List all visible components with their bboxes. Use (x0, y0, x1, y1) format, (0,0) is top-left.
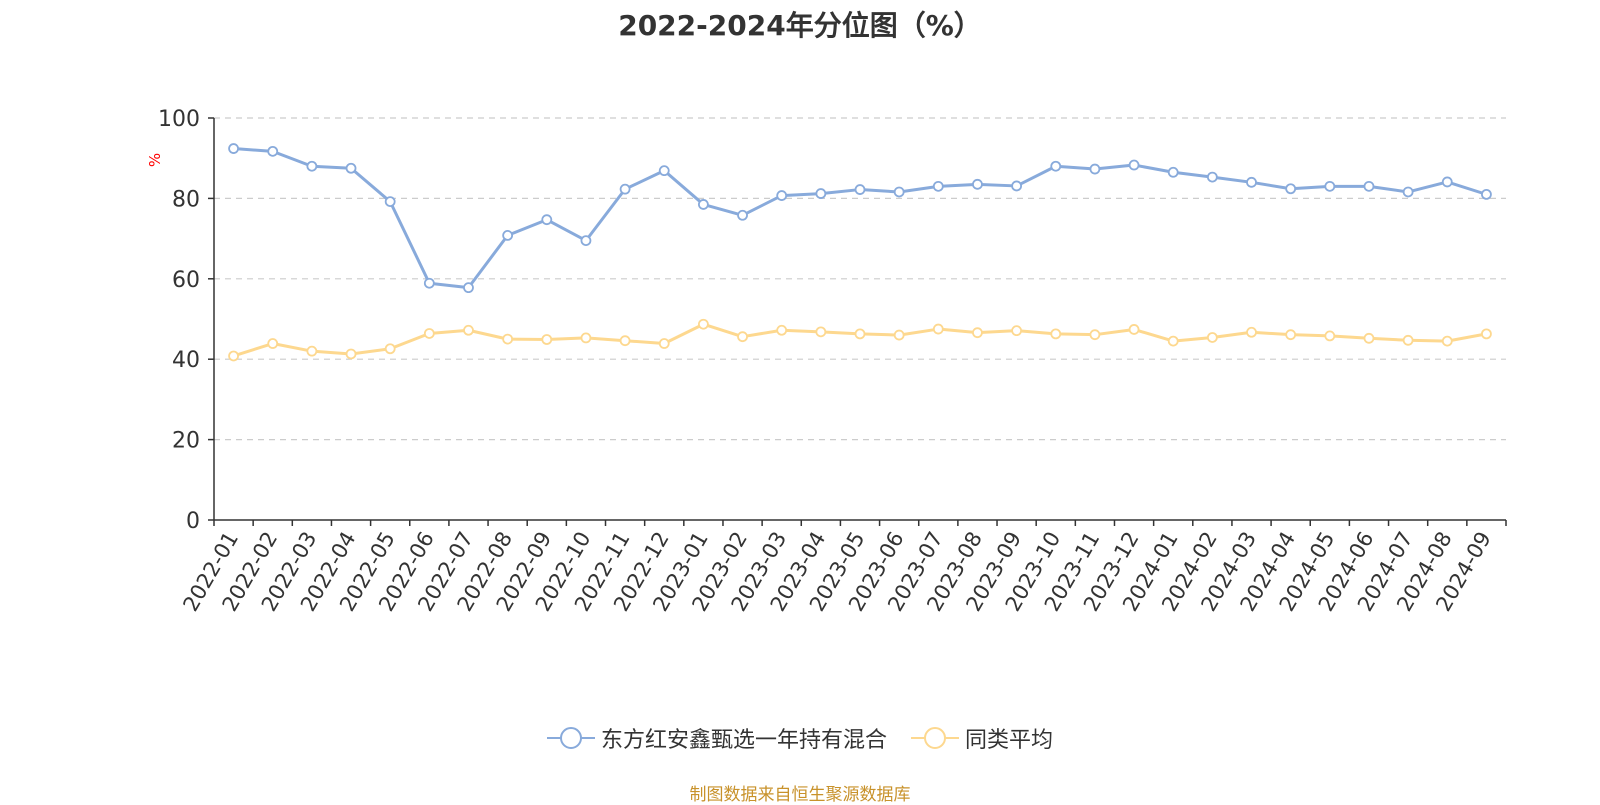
legend-item-series-2[interactable]: 同类平均 (911, 722, 1053, 754)
data-point-series-2 (815, 326, 827, 338)
data-point-series-1 (1481, 188, 1492, 200)
data-point-series-1 (776, 190, 788, 201)
data-point-series-1 (1206, 171, 1218, 183)
data-point-series-1 (423, 277, 435, 289)
data-point-series-1 (972, 178, 983, 190)
data-point-series-1 (697, 199, 709, 210)
data-point-series-2 (1402, 334, 1414, 346)
data-point-series-1 (384, 196, 396, 208)
y-tick-label: 60 (172, 268, 200, 293)
y-axis-label: % (146, 153, 164, 167)
data-point-series-1 (737, 209, 748, 221)
data-point-series-2 (1481, 328, 1492, 340)
data-point-series-1 (854, 184, 866, 195)
data-point-series-2 (1167, 335, 1179, 347)
chart-title: 2022-2024年分位图（%） (618, 9, 982, 42)
data-point-series-2 (893, 329, 905, 341)
data-point-series-1 (1089, 163, 1101, 175)
data-point-series-2 (972, 327, 983, 339)
data-point-series-1 (1363, 180, 1375, 192)
data-point-series-2 (776, 324, 788, 336)
data-point-series-1 (1011, 180, 1023, 192)
data-point-series-2 (1246, 326, 1257, 338)
data-point-series-2 (1011, 325, 1023, 337)
data-point-series-2 (1363, 332, 1375, 344)
legend-item-series-1[interactable]: 东方红安鑫甄选一年持有混合 (546, 722, 887, 754)
data-point-series-1 (1167, 166, 1179, 178)
data-point-series-1 (306, 160, 318, 172)
data-point-series-2 (737, 331, 748, 343)
data-point-series-2 (1206, 332, 1218, 343)
data-point-series-1 (1246, 176, 1257, 188)
data-point-series-1 (619, 183, 631, 195)
data-point-series-2 (228, 350, 239, 362)
data-point-series-1 (1050, 160, 1062, 172)
legend-label-series-2: 同类平均 (965, 728, 1054, 753)
legend-label-series-1: 东方红安鑫甄选一年持有混合 (600, 728, 887, 753)
data-point-series-1 (228, 143, 239, 154)
y-tick-label: 0 (186, 509, 200, 534)
data-point-series-2 (658, 338, 670, 349)
data-point-series-1 (658, 165, 670, 177)
data-point-series-2 (1441, 335, 1453, 347)
data-point-series-1 (1324, 180, 1336, 192)
data-point-series-2 (1285, 329, 1297, 341)
data-point-series-1 (580, 235, 592, 247)
data-point-series-2 (932, 323, 944, 335)
y-tick-label: 40 (172, 348, 200, 373)
data-point-series-1 (932, 180, 944, 192)
data-point-series-2 (502, 333, 514, 345)
data-point-series-2 (854, 328, 866, 340)
data-point-series-2 (1050, 328, 1062, 340)
data-point-series-2 (423, 328, 435, 339)
data-point-series-2 (267, 338, 279, 349)
data-point-series-2 (697, 318, 709, 330)
data-point-series-1 (541, 214, 553, 226)
data-point-series-1 (1285, 183, 1297, 195)
y-tick-label: 100 (158, 107, 200, 132)
data-point-series-2 (463, 324, 474, 336)
data-point-series-2 (306, 345, 318, 357)
data-point-series-2 (1128, 324, 1140, 335)
data-point-series-2 (1324, 330, 1336, 342)
data-point-series-1 (1402, 186, 1414, 198)
series-line-1 (233, 147, 1487, 290)
data-point-series-1 (893, 186, 905, 198)
legend-line-circle-icon (546, 727, 595, 749)
y-tick-label: 20 (172, 429, 200, 454)
data-point-series-1 (345, 162, 357, 174)
legend-line-circle-icon (911, 727, 959, 749)
source-note: 制图数据来自恒生聚源数据库 (689, 785, 911, 805)
y-tick-label: 80 (172, 187, 200, 212)
data-point-series-2 (384, 343, 396, 355)
data-point-series-2 (1089, 329, 1101, 341)
data-point-series-1 (815, 188, 827, 199)
data-point-series-2 (541, 334, 553, 345)
data-point-series-2 (345, 348, 357, 360)
data-point-series-2 (580, 332, 592, 344)
data-point-series-1 (267, 145, 279, 157)
data-point-series-1 (502, 229, 514, 241)
data-point-series-1 (1441, 176, 1453, 188)
legend: 东方红安鑫甄选一年持有混合 同类平均 (0, 722, 1600, 754)
data-point-series-2 (619, 335, 631, 347)
data-point-series-1 (463, 282, 474, 294)
data-point-series-1 (1128, 159, 1140, 171)
